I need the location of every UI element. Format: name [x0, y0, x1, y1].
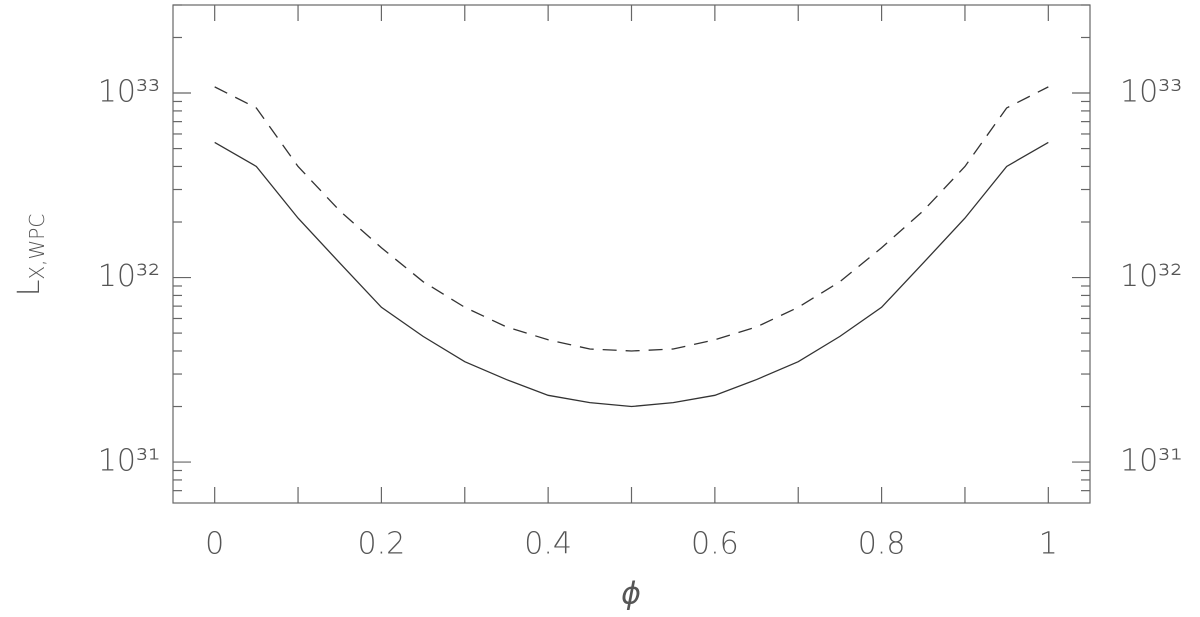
y-axis-label-main: L: [12, 280, 47, 297]
y-tick-label-right: 10³³: [1120, 75, 1182, 110]
y-tick-label: 10³³: [98, 75, 160, 110]
x-tick-label: 1: [1039, 527, 1058, 562]
x-tick-label: 0.2: [358, 527, 406, 562]
y-tick-label-right: 10³¹: [1120, 444, 1182, 479]
y-tick-label: 10³²: [98, 259, 160, 294]
x-tick-label: 0.4: [524, 527, 572, 562]
x-tick-label: 0: [205, 527, 224, 562]
plot-frame: [172, 4, 1091, 504]
y-tick-label-right: 10³²: [1120, 259, 1182, 294]
x-tick-label: 0.8: [858, 527, 906, 562]
y-tick-label: 10³¹: [98, 444, 160, 479]
series-line: [214, 141, 1049, 408]
x-tick-label: 0.6: [691, 527, 739, 562]
y-axis-label: LX,WPC: [12, 214, 49, 297]
series-line: [214, 86, 1049, 352]
y-axis-label-sub: X,WPC: [25, 214, 49, 280]
x-axis-label: ϕ: [621, 577, 641, 612]
